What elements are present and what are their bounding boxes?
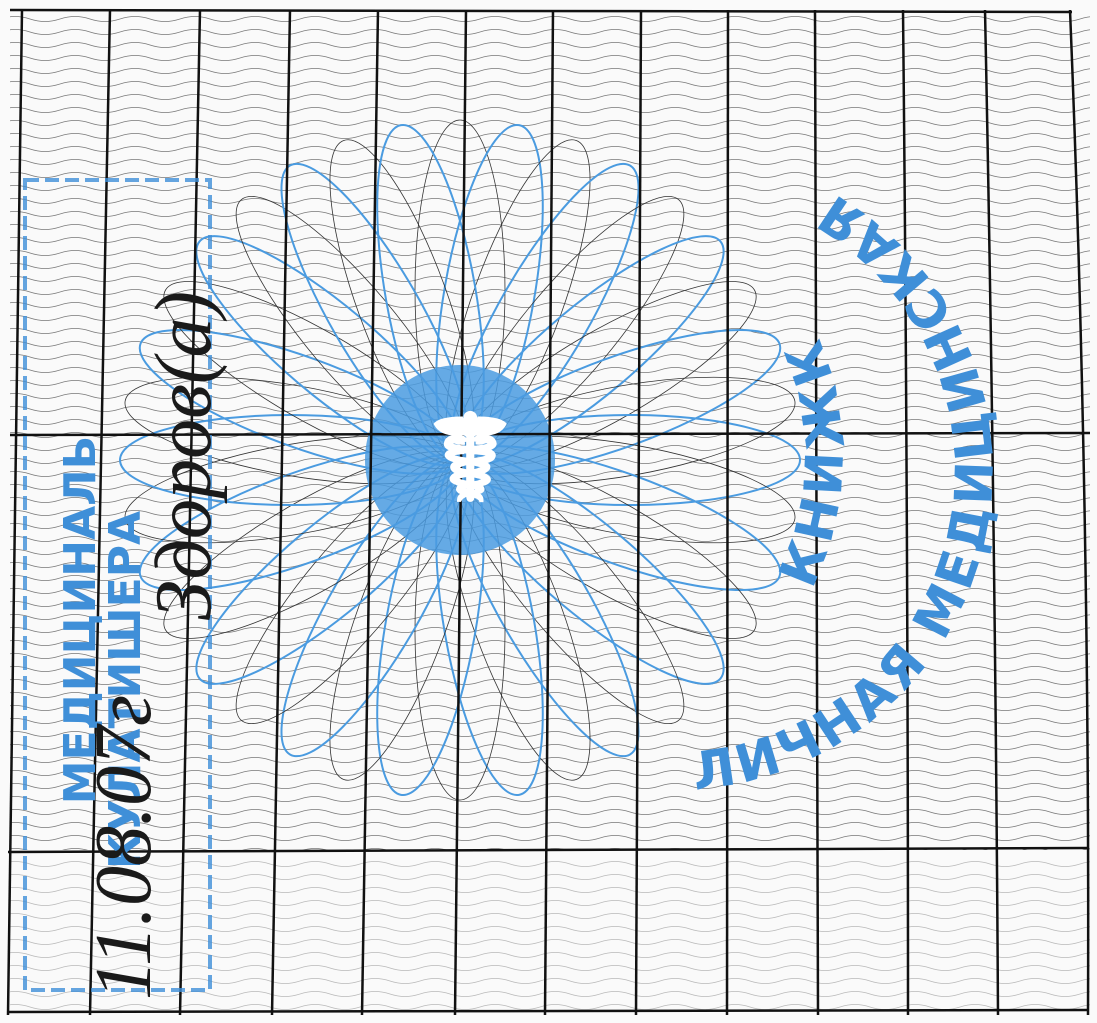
scan: МЕДИЦИНАЛЬ КУЛАТИШЕРА ЛИЧНАЯ МЕДИЦИНСКАЯ… — [0, 0, 1097, 1023]
page: МЕДИЦИНАЛЬ КУЛАТИШЕРА ЛИЧНАЯ МЕДИЦИНСКАЯ… — [0, 0, 1097, 1023]
handwritten-date: 11.08.07г — [80, 695, 168, 1000]
handwritten-note: Здоров(а) — [140, 291, 228, 620]
emblem: ☤ — [430, 393, 510, 526]
guilloche-waves-bottom — [10, 860, 1090, 1010]
